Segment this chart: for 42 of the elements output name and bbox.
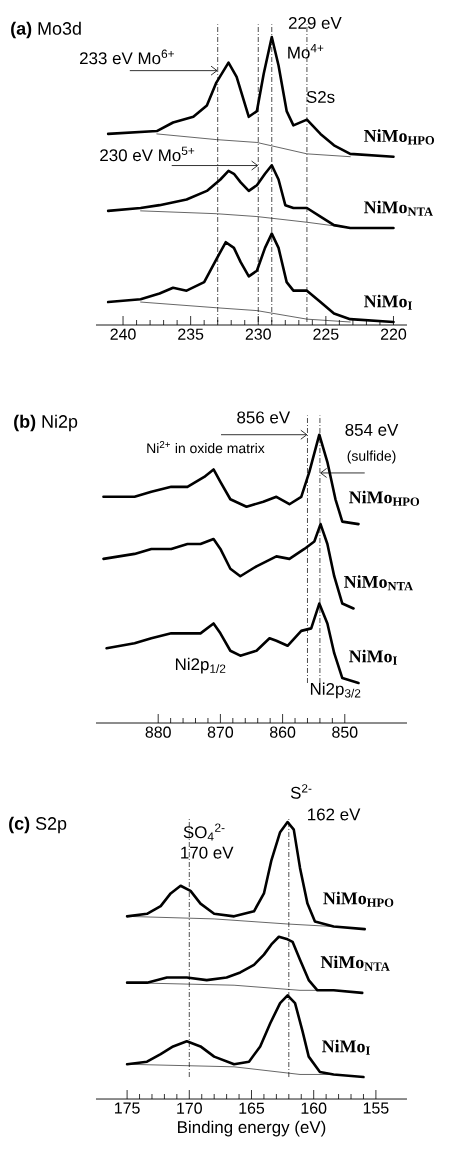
legend-label: NiMo$_{HPO}$ — [349, 490, 420, 506]
annotation: Mo$^{4+}$ — [288, 43, 324, 59]
annotation: 233 eV Mo$^{6+}$ — [79, 49, 174, 65]
series-label: NiMo$_{HPO}$ — [323, 891, 394, 907]
annotation: Ni$^{2+}$ in oxide matrix — [147, 441, 265, 454]
annotation: 854 eV — [345, 423, 399, 436]
x-tick-label: 220 — [380, 328, 407, 340]
x-tick-label: 160 — [301, 1102, 327, 1114]
x-tick-label: 235 — [178, 328, 204, 340]
annotation: 170 eV — [181, 846, 234, 859]
text: S$^{2-}$ — [290, 784, 312, 799]
annotation: S2s — [306, 90, 335, 103]
x-tick-label: 240 — [110, 328, 136, 340]
x-tick-label: 170 — [177, 1102, 202, 1114]
series-label: NiMo$_{I}$ — [364, 294, 412, 310]
x-tick-label: 165 — [239, 1102, 265, 1114]
x-tick-label: 870 — [207, 726, 234, 738]
x-tick-label: 860 — [269, 726, 296, 738]
x-axis-title: Binding energy (eV) — [178, 1120, 326, 1137]
annotation: Ni2p$_{3/2}$ — [310, 682, 361, 699]
x-tick-label: 850 — [332, 726, 358, 738]
x-tick-label: 880 — [145, 726, 171, 738]
series-label: NiMo$_{NTA}$ — [344, 575, 414, 591]
x-tick-label: 230 — [245, 328, 271, 340]
x-tick-label: 155 — [363, 1102, 389, 1114]
series-label: NiMo$_{NTA}$ — [320, 955, 390, 971]
annotation: (sulfide) — [347, 450, 396, 464]
series-label: NiMo$_{I}$ — [322, 1039, 370, 1055]
text: 229 eV — [288, 16, 342, 29]
x-tick-label: 175 — [115, 1102, 140, 1114]
text: 856 eV — [237, 411, 291, 424]
chart-title: (b) Ni2p — [14, 414, 78, 432]
series-label: NiMo$_{I}$ — [349, 649, 397, 665]
x-tick-label: 225 — [313, 328, 339, 340]
series-label: NiMo$_{NTA}$ — [364, 200, 433, 216]
annotation: SO$_{4}$2- — [183, 823, 225, 841]
annotation: Ni2p$_{1/2}$ — [175, 657, 226, 674]
text: 162 eV — [308, 808, 361, 821]
chart-title: (c) S2p — [9, 816, 67, 834]
annotation: 230 eV Mo$^{5+}$ — [100, 146, 195, 162]
chart-title: (a) Mo3d — [11, 21, 81, 39]
series-label: NiMo$_{HPO}$ — [364, 129, 435, 145]
